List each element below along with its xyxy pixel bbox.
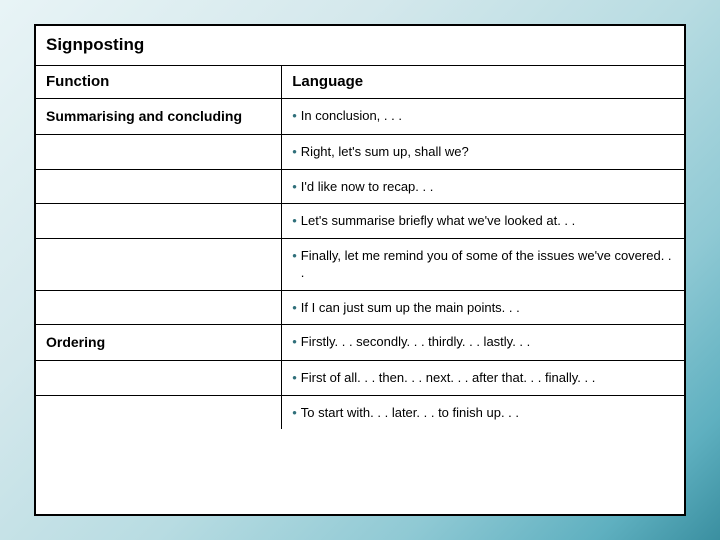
language-cell: • If I can just sum up the main points. … bbox=[282, 291, 684, 325]
language-cell: • In conclusion, . . . bbox=[282, 99, 684, 134]
function-cell: Summarising and concluding bbox=[36, 99, 282, 134]
list-item: • I'd like now to recap. . . bbox=[292, 178, 674, 196]
function-cell-empty bbox=[36, 291, 282, 325]
bullet-icon: • bbox=[292, 178, 297, 196]
bullet-icon: • bbox=[292, 212, 297, 230]
bullet-text: First of all. . . then. . . next. . . af… bbox=[301, 369, 674, 387]
table-row: Summarising and concluding • In conclusi… bbox=[36, 99, 684, 135]
bullet-icon: • bbox=[292, 247, 297, 265]
language-cell: • I'd like now to recap. . . bbox=[282, 170, 684, 204]
function-cell-empty bbox=[36, 204, 282, 238]
function-cell-empty bbox=[36, 361, 282, 395]
function-cell: Ordering bbox=[36, 325, 282, 360]
language-cell: • Let's summarise briefly what we've loo… bbox=[282, 204, 684, 238]
bullet-text: To start with. . . later. . . to finish … bbox=[301, 404, 674, 422]
bullet-icon: • bbox=[292, 333, 297, 351]
list-item: • First of all. . . then. . . next. . . … bbox=[292, 369, 674, 387]
title-row: Signposting bbox=[36, 26, 684, 66]
bullet-icon: • bbox=[292, 369, 297, 387]
function-cell-empty bbox=[36, 396, 282, 430]
list-item: • Let's summarise briefly what we've loo… bbox=[292, 212, 674, 230]
table-row: Ordering • Firstly. . . secondly. . . th… bbox=[36, 325, 684, 361]
bullet-icon: • bbox=[292, 299, 297, 317]
list-item: • Firstly. . . secondly. . . thirdly. . … bbox=[292, 333, 674, 351]
function-cell-empty bbox=[36, 170, 282, 204]
list-item: • If I can just sum up the main points. … bbox=[292, 299, 674, 317]
list-item: • To start with. . . later. . . to finis… bbox=[292, 404, 674, 422]
bullet-text: Finally, let me remind you of some of th… bbox=[301, 247, 674, 282]
table-row: • Let's summarise briefly what we've loo… bbox=[36, 204, 684, 239]
list-item: • Finally, let me remind you of some of … bbox=[292, 247, 674, 282]
bullet-text: Firstly. . . secondly. . . thirdly. . . … bbox=[301, 333, 674, 351]
bullet-text: In conclusion, . . . bbox=[301, 107, 674, 125]
signposting-table: Signposting Function Language Summarisin… bbox=[34, 24, 686, 516]
function-cell-empty bbox=[36, 135, 282, 169]
header-row: Function Language bbox=[36, 66, 684, 99]
bullet-icon: • bbox=[292, 404, 297, 422]
list-item: • Right, let's sum up, shall we? bbox=[292, 143, 674, 161]
bullet-text: If I can just sum up the main points. . … bbox=[301, 299, 674, 317]
table-row: • Right, let's sum up, shall we? bbox=[36, 135, 684, 170]
bullet-text: I'd like now to recap. . . bbox=[301, 178, 674, 196]
table-row: • If I can just sum up the main points. … bbox=[36, 291, 684, 326]
table-row: • To start with. . . later. . . to finis… bbox=[36, 396, 684, 430]
language-cell: • First of all. . . then. . . next. . . … bbox=[282, 361, 684, 395]
language-cell: • Finally, let me remind you of some of … bbox=[282, 239, 684, 290]
bullet-icon: • bbox=[292, 107, 297, 125]
language-cell: • Firstly. . . secondly. . . thirdly. . … bbox=[282, 325, 684, 360]
language-cell: • Right, let's sum up, shall we? bbox=[282, 135, 684, 169]
table-row: • First of all. . . then. . . next. . . … bbox=[36, 361, 684, 396]
bullet-icon: • bbox=[292, 143, 297, 161]
bullet-text: Right, let's sum up, shall we? bbox=[301, 143, 674, 161]
list-item: • In conclusion, . . . bbox=[292, 107, 674, 125]
bullet-text: Let's summarise briefly what we've looke… bbox=[301, 212, 674, 230]
table-row: • Finally, let me remind you of some of … bbox=[36, 239, 684, 291]
table-row: • I'd like now to recap. . . bbox=[36, 170, 684, 205]
header-function: Function bbox=[36, 66, 282, 98]
table-title: Signposting bbox=[36, 26, 684, 65]
header-language: Language bbox=[282, 66, 684, 98]
function-cell-empty bbox=[36, 239, 282, 290]
language-cell: • To start with. . . later. . . to finis… bbox=[282, 396, 684, 430]
